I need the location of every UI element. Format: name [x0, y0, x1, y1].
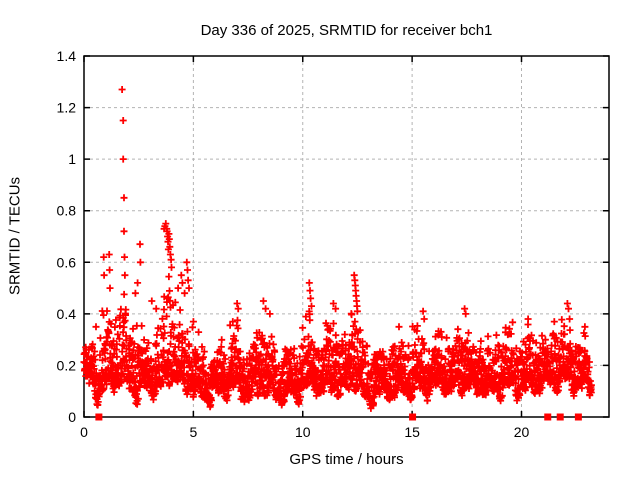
- y-tick-label: 1.4: [57, 48, 77, 64]
- y-tick-label: 0.8: [57, 203, 77, 219]
- zero-marker: [574, 413, 582, 421]
- zero-marker: [95, 413, 103, 421]
- y-axis-label: SRMTID / TECUs: [6, 176, 24, 296]
- zero-marker: [544, 413, 552, 421]
- y-tick-label: 0.2: [57, 357, 77, 373]
- y-tick-label: 0.4: [57, 306, 77, 322]
- zero-marker: [409, 413, 417, 421]
- y-tick-label: 1.2: [57, 100, 77, 116]
- x-tick-label: 15: [404, 424, 420, 440]
- x-tick-label: 5: [189, 424, 197, 440]
- zero-marker: [556, 413, 564, 421]
- x-tick-label: 0: [80, 424, 88, 440]
- y-tick-label: 0: [68, 409, 76, 425]
- x-axis-label: GPS time / hours: [289, 451, 404, 468]
- tick-marks: [83, 55, 609, 418]
- plus-markers-path: [80, 86, 595, 412]
- x-tick-label: 20: [514, 424, 530, 440]
- plot-border: [83, 55, 610, 418]
- chart-title: Day 336 of 2025, SRMTID for receiver bch…: [200, 22, 493, 39]
- y-tick-label: 1: [68, 151, 76, 167]
- x-tick-label: 10: [295, 424, 311, 440]
- y-tick-label: 0.6: [57, 254, 77, 270]
